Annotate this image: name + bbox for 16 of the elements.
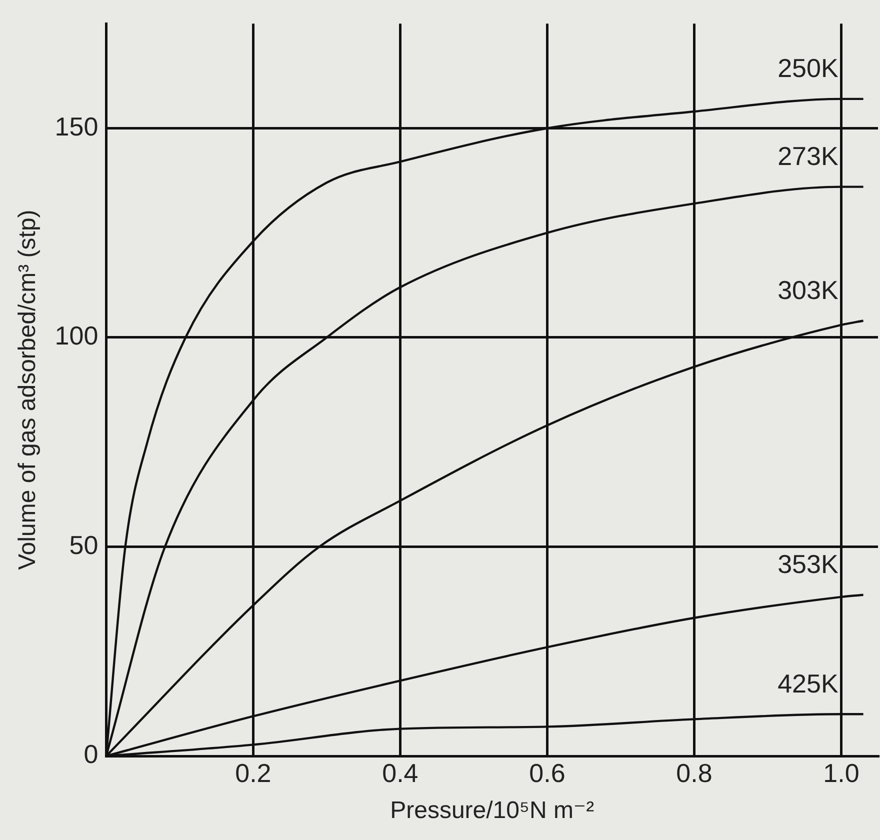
x-tick-label: 0.2 xyxy=(235,758,272,788)
series-label: 303K xyxy=(778,274,839,305)
x-tick-label: 1.0 xyxy=(823,758,860,788)
y-axis-title: Volume of gas adsorbed/cm³ (stp) xyxy=(14,210,42,570)
series-label: 353K xyxy=(778,549,839,580)
x-tick-label: 0.8 xyxy=(676,758,712,788)
x-tick-label: 0.6 xyxy=(529,758,566,788)
series-label: 273K xyxy=(778,140,839,171)
series-label: 250K xyxy=(778,53,839,84)
y-tick-label: 100 xyxy=(54,320,98,351)
y-tick-label: 50 xyxy=(69,530,98,560)
x-tick-label: 0.4 xyxy=(382,758,418,788)
x-axis-title: Pressure/10⁵N m⁻² xyxy=(390,797,594,824)
series-label: 425K xyxy=(778,668,839,698)
y-tick-label: 150 xyxy=(54,111,98,142)
y-tick-label: 0 xyxy=(84,739,98,770)
